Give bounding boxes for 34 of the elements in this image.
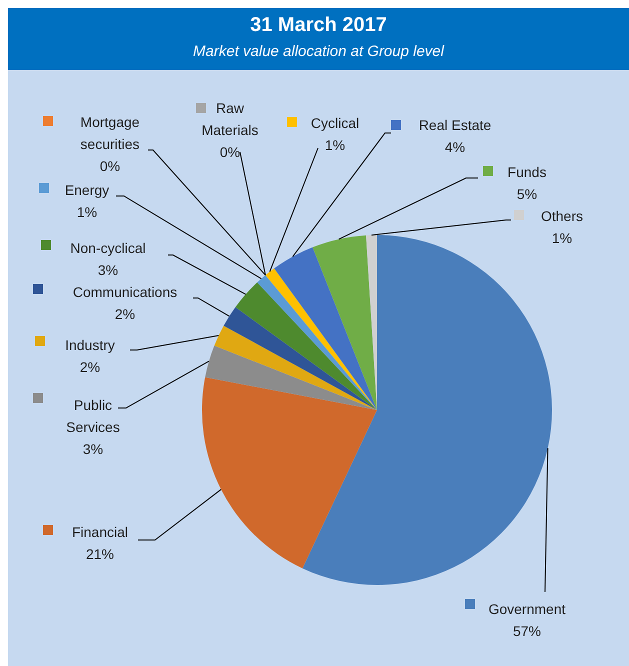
data-label: 2% [80,359,100,375]
chart-title: 31 March 2017 [249,14,388,37]
data-label: 5% [516,186,538,202]
data-label: 3% [98,262,118,278]
legend-label: Non-cyclical [70,240,146,256]
legend-label: Raw Materials [202,100,258,138]
legend-label: Funds [508,164,546,180]
pie-slice [312,235,377,410]
legend-label: Energy [64,182,110,198]
legend-label: Industry [65,337,115,353]
pie-slice [202,377,377,568]
pie-slice [224,307,377,410]
text: 0% [100,158,120,174]
data-label: 4% [444,139,466,155]
text: 0% [220,144,240,160]
data-label: 1% [76,204,98,220]
legend-label: Government [488,601,566,617]
legend-label: Mortgage securities [80,114,140,152]
legend-label: Communications [72,284,178,300]
pie-slice [205,346,377,410]
legend-label: Public Services [66,397,120,435]
data-label: 1% [324,137,346,153]
data-label: 1% [552,230,572,246]
legend-label: Real Estate [418,117,492,133]
data-label: 3% [82,441,104,457]
data-label: 2% [114,306,136,322]
pie-slice [235,282,377,410]
pie-slice [214,326,377,410]
data-label: 21% [86,546,114,562]
legend-label: Others [540,208,584,224]
chart-subtitle: Market value allocation at Group level [192,43,446,60]
data-label: 57% [512,623,542,639]
legend-label: Cyclical [310,115,360,131]
legend-label: Financial [72,524,128,540]
